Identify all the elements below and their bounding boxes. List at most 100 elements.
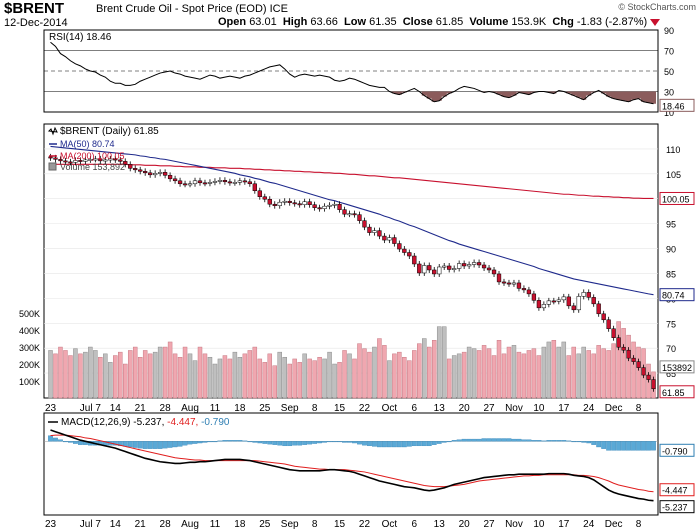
volume-bar [312,360,317,399]
macd-x-tick-label: 17 [558,519,570,530]
volume-value: 153.9K [511,16,547,28]
macd-histogram-bar [441,441,447,443]
rsi-line [50,41,654,105]
volume-bar [436,326,442,399]
candle-legend-icon [47,126,58,136]
price-x-tick-label: Nov [505,403,523,414]
macd-histogram-bar [237,440,243,442]
candle-body [167,175,173,180]
candle-body [192,180,198,185]
volume-bar [536,355,542,399]
macd-x-tick-label: 6 [412,519,418,530]
price-x-tick-label: 21 [135,403,147,414]
price-x-tick-label: 27 [483,403,495,414]
rsi-y-tick-label: 90 [664,26,674,36]
candle-body [546,300,551,305]
price-y-tick-label: 90 [666,245,676,255]
macd-histogram-bar [332,441,337,443]
macd-histogram-bar [287,441,293,447]
macd-histogram-bar [317,441,322,444]
candle-body [197,180,203,184]
macd-histogram-bar [641,441,646,451]
volume-bar [531,348,537,399]
candle-body [541,304,547,309]
macd-histogram-bar [506,438,512,442]
volume-bar [586,350,591,399]
macd-histogram-bar [132,441,138,448]
volume-bar [616,321,621,399]
macd-histogram-bar [421,441,427,447]
macd-histogram-bar [621,441,626,451]
candle-body [367,226,372,233]
candle-body [392,237,397,244]
instrument-name: Brent Crude Oil - Spot Price (EOD) ICE [96,3,288,15]
volume-y-tick-label: 200K [19,360,40,370]
candle-body [327,204,332,207]
candle-body [442,265,447,268]
price-x-tick-label: Dec [605,403,623,414]
macd-x-tick-label: 24 [583,519,595,530]
macd-histogram-bar [377,441,382,448]
price-x-tick-label: 17 [558,403,570,414]
macd-histogram-bar [526,439,532,442]
candle-body [103,159,108,162]
volume-bar [237,356,243,399]
macd-histogram-bar [357,441,362,445]
volume-bar [217,358,223,399]
macd-histogram-bar [606,441,612,451]
volume-bar [127,350,133,399]
candle-body [486,267,492,271]
candle-body [536,300,542,309]
volume-bar [68,355,73,399]
volume-bar [327,351,332,399]
volume-bar [367,351,372,399]
volume-bar [471,348,477,399]
macd-histogram-bar [127,441,133,448]
macd-x-tick-label: 13 [434,519,446,530]
volume-bar [252,346,258,399]
candle-body [118,159,123,162]
ma200-last-label: 100.05 [662,194,690,204]
candle-body [202,182,208,185]
candle-body [172,178,178,182]
candle-body [157,172,163,174]
volume-bar [476,350,482,399]
candle-body [153,173,158,176]
candle-body [526,289,532,295]
macd-histogram-bar [347,441,352,443]
price-y-tick-label: 105 [666,170,681,180]
rsi-last-label: 18.46 [662,101,685,111]
low-label: Low [344,16,367,28]
candle-body [98,158,103,162]
macd-histogram-bar [232,440,238,442]
macd-histogram-bar [222,440,228,442]
volume-bar [511,345,517,399]
candle-body [347,213,352,216]
macd-histogram-bar [382,441,387,448]
volume-bar [152,351,158,399]
volume-bar [496,340,502,399]
volume-bar [566,355,572,399]
candle-body [312,204,317,208]
macd-hist-last-label: -0.790 [662,446,688,456]
volume-bar [182,346,188,399]
candle-body [586,292,591,298]
volume-bar [407,360,412,399]
volume-bar [337,362,342,399]
macd-x-tick-label: 15 [334,519,346,530]
volume-bar [257,358,263,399]
rsi-y-tick-label: 30 [664,88,674,98]
macd-histogram-bar [446,441,452,443]
candle-body [272,203,277,206]
volume-bar [197,346,203,399]
volume-bar [392,353,397,399]
volume-bar [267,353,273,399]
volume-bar [167,341,173,399]
candle-body [68,161,73,164]
volume-y-tick-label: 400K [19,326,40,336]
volume-bar [626,334,631,399]
candle-body [257,190,262,197]
macd-histogram-bar [541,440,547,442]
volume-bar [347,353,352,399]
macd-histogram-bar [327,441,332,443]
